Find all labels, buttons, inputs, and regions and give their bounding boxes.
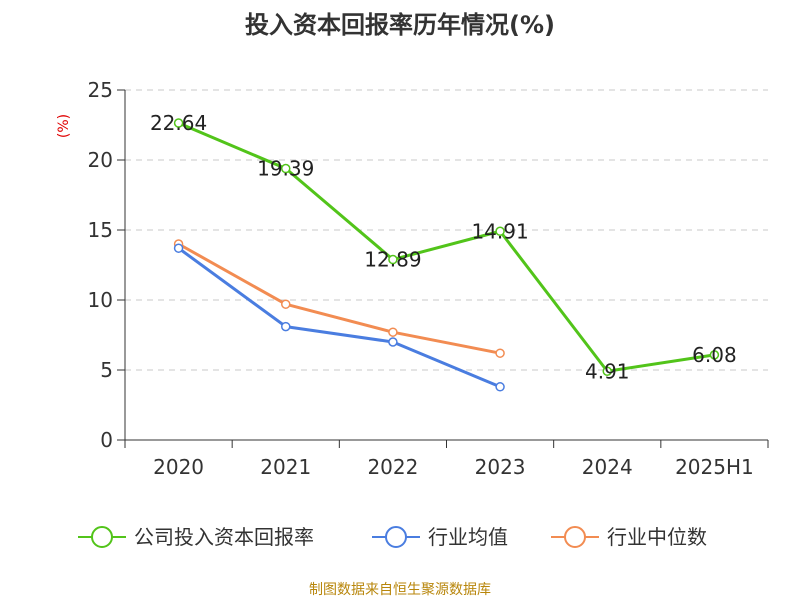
axes: 0 5 10 15 20 25 2020 2021 2022 2023 2024 2025H1 [88, 78, 769, 479]
data-label: 6.08 [692, 343, 737, 367]
data-label: 22.64 [150, 111, 207, 135]
data-point [495, 226, 505, 237]
x-tick-label: 2025H1 [675, 455, 754, 479]
data-point [709, 350, 720, 360]
x-tick-label: 2021 [260, 455, 311, 479]
data-labels: 22.64 19.39 12.89 14.91 4.91 6.08 [150, 111, 737, 383]
legend-marker [385, 526, 407, 548]
y-tick-label: 5 [100, 358, 113, 382]
source-note: 制图数据来自恒生聚源数据库 [309, 582, 491, 598]
series-line [177, 246, 501, 389]
y-tick-label: 0 [100, 428, 113, 452]
gridlines [125, 89, 768, 371]
x-tick-label: 2020 [153, 455, 204, 479]
legend-marker [564, 526, 586, 548]
legend-marker [91, 526, 113, 548]
data-point [388, 337, 398, 347]
y-tick-label: 25 [88, 78, 113, 102]
legend-label: 公司投入资本回报率 [134, 525, 314, 549]
legend: 公司投入资本回报率 行业均值 行业中位数 [78, 525, 707, 549]
data-point [281, 163, 291, 174]
legend-label: 行业均值 [428, 525, 508, 549]
data-point [173, 243, 184, 253]
y-axis-label: (%) [56, 114, 72, 138]
data-point [173, 118, 184, 128]
x-tick-label: 2024 [582, 455, 633, 479]
data-label: 4.91 [585, 359, 630, 383]
x-tick-label: 2023 [475, 455, 526, 479]
data-point [495, 348, 505, 358]
data-label: 12.89 [364, 248, 421, 272]
chart-title: 投入资本回报率历年情况(%) [245, 11, 555, 39]
y-tick-label: 20 [88, 148, 113, 172]
data-point [388, 327, 398, 337]
x-tick-label: 2022 [367, 455, 418, 479]
data-point [602, 366, 612, 377]
y-tick-label: 15 [88, 218, 113, 242]
data-point [495, 382, 505, 392]
legend-label: 行业中位数 [607, 525, 707, 549]
series-lines [173, 118, 720, 392]
data-label: 14.91 [471, 219, 528, 243]
y-tick-label: 10 [88, 288, 113, 312]
data-point [281, 321, 291, 332]
data-label: 19.39 [257, 157, 314, 181]
series-line [177, 121, 715, 373]
series-line [177, 242, 501, 355]
data-point [281, 299, 291, 309]
data-point [388, 254, 398, 265]
